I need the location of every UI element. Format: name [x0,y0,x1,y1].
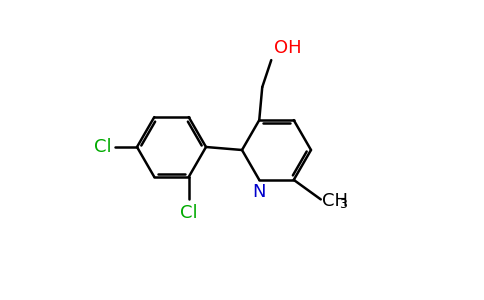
Text: OH: OH [274,39,302,57]
Text: Cl: Cl [94,138,111,156]
Text: Cl: Cl [180,204,197,222]
Text: CH: CH [322,192,348,210]
Text: N: N [253,183,266,201]
Text: 3: 3 [339,198,347,211]
